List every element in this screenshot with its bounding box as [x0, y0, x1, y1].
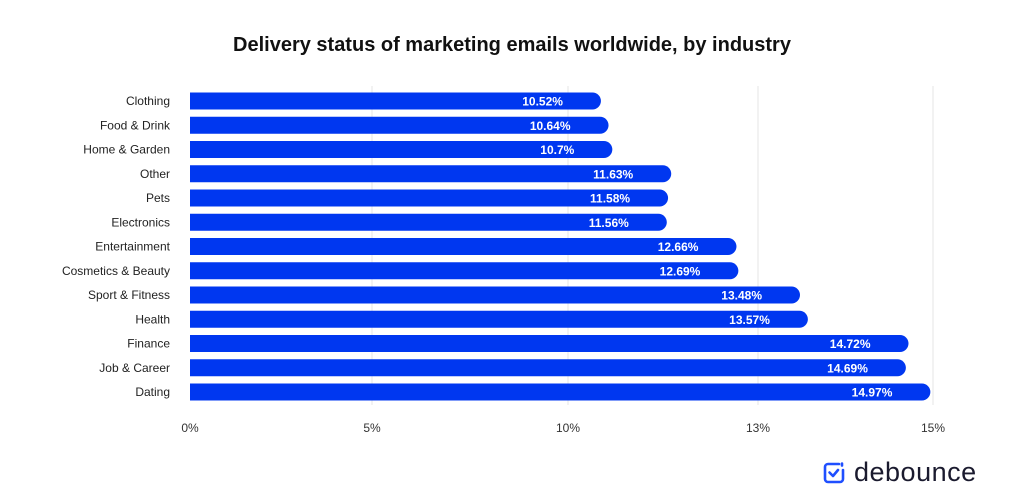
- category-label: Sport & Fitness: [88, 288, 170, 302]
- category-label: Dating: [135, 385, 170, 399]
- bar: [190, 189, 669, 207]
- data-label: 10.7%: [540, 143, 574, 157]
- data-label: 11.58%: [590, 192, 630, 206]
- data-label: 12.69%: [660, 264, 701, 278]
- data-label: 13.48%: [721, 289, 762, 303]
- data-label: 13.57%: [729, 313, 770, 327]
- bar: [190, 335, 909, 352]
- category-label: Other: [140, 167, 170, 181]
- category-label: Health: [135, 312, 170, 326]
- bar: [190, 213, 667, 231]
- debounce-logo: debounce: [822, 457, 977, 488]
- bar: [190, 238, 737, 255]
- x-tick-label: 5%: [363, 421, 381, 435]
- category-label: Job & Career: [99, 361, 170, 375]
- data-label: 11.63%: [593, 167, 633, 181]
- data-label: 11.56%: [589, 216, 629, 230]
- category-label: Finance: [127, 337, 170, 351]
- bar: [190, 262, 739, 280]
- bar: [190, 383, 931, 401]
- x-tick-label: 13%: [746, 421, 770, 435]
- category-label: Entertainment: [95, 240, 170, 254]
- data-label: 14.72%: [830, 337, 871, 351]
- bar: [190, 310, 808, 328]
- chart-title: Delivery status of marketing emails worl…: [233, 34, 791, 56]
- x-tick-label: 0%: [181, 421, 199, 435]
- bar: [190, 165, 672, 183]
- category-label: Electronics: [111, 215, 170, 229]
- category-label: Cosmetics & Beauty: [62, 264, 170, 278]
- bar: [190, 92, 601, 110]
- x-tick-label: 10%: [556, 421, 580, 435]
- bar: [190, 141, 613, 158]
- bar: [190, 286, 800, 304]
- data-label: 12.66%: [658, 240, 699, 254]
- category-label: Home & Garden: [83, 143, 170, 157]
- data-label: 10.64%: [530, 119, 571, 133]
- logo-text: debounce: [854, 457, 977, 487]
- data-label: 10.52%: [522, 95, 563, 109]
- category-label: Clothing: [126, 94, 170, 108]
- category-label: Pets: [146, 191, 170, 205]
- data-label: 14.97%: [852, 386, 893, 400]
- data-label: 14.69%: [827, 361, 868, 375]
- check-logo-icon: [823, 461, 845, 483]
- category-label: Food & Drink: [100, 118, 171, 132]
- bar: [190, 116, 609, 134]
- bar: [190, 359, 906, 377]
- x-tick-label: 15%: [921, 421, 945, 435]
